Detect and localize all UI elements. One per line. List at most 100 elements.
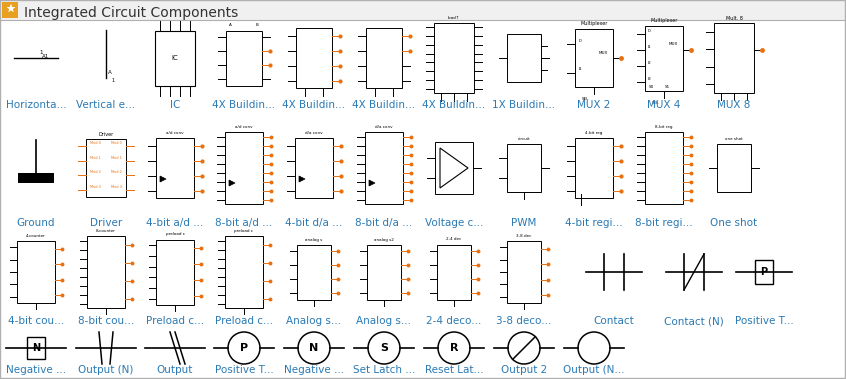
Text: 1: 1 (112, 77, 114, 83)
Text: Multiplexer: Multiplexer (651, 18, 678, 23)
Text: A1: A1 (42, 53, 50, 58)
Text: Mod 1: Mod 1 (90, 156, 101, 160)
Text: PWM: PWM (511, 218, 536, 228)
Text: Voltage c...: Voltage c... (425, 218, 483, 228)
Bar (156, 138, 194, 198)
Text: d/a conv: d/a conv (305, 131, 323, 135)
Bar (27, 337, 45, 359)
Text: Preload c...: Preload c... (146, 316, 204, 326)
Text: P: P (240, 343, 248, 353)
Text: 1X Buildin...: 1X Buildin... (492, 100, 556, 110)
Bar (645, 132, 683, 204)
Text: 1: 1 (39, 50, 43, 55)
Text: IC: IC (170, 100, 180, 110)
Bar (295, 138, 333, 198)
Text: I0: I0 (579, 39, 583, 42)
Text: Integrated Circuit Components: Integrated Circuit Components (24, 6, 239, 20)
Text: Positive T...: Positive T... (215, 365, 273, 375)
Bar (507, 34, 541, 82)
Text: Mult. 8: Mult. 8 (726, 16, 743, 20)
Text: IC: IC (172, 55, 179, 61)
Bar (435, 142, 473, 194)
Text: analog s2: analog s2 (374, 238, 394, 241)
Bar (17, 241, 55, 303)
Text: Mod 2: Mod 2 (111, 170, 122, 174)
Text: 2-4 dec: 2-4 dec (447, 238, 462, 241)
Text: analog s: analog s (305, 238, 322, 241)
Text: Negative ...: Negative ... (284, 365, 344, 375)
Text: Vertical e...: Vertical e... (76, 100, 135, 110)
Text: Positive T...: Positive T... (734, 316, 794, 326)
Bar (366, 28, 402, 88)
Text: Set Latch ...: Set Latch ... (353, 365, 415, 375)
Text: A: A (108, 70, 112, 75)
Text: I3: I3 (648, 77, 651, 81)
Bar (437, 244, 471, 299)
Text: P: P (761, 267, 767, 277)
Text: 4-bit d/a ...: 4-bit d/a ... (285, 218, 343, 228)
Text: Contact (N): Contact (N) (664, 316, 724, 326)
Text: Multiplexer: Multiplexer (580, 22, 607, 27)
Bar (367, 244, 401, 299)
Text: preload c: preload c (166, 232, 184, 236)
Text: circuit: circuit (518, 137, 530, 141)
Text: MUX: MUX (668, 42, 678, 46)
Bar (225, 132, 263, 204)
Text: N: N (310, 343, 319, 353)
Bar (714, 23, 754, 93)
Text: Mod 1: Mod 1 (111, 156, 122, 160)
Text: 8-bit regi...: 8-bit regi... (635, 218, 693, 228)
Text: Negative ...: Negative ... (6, 365, 66, 375)
Text: R: R (450, 343, 459, 353)
Text: 4X Buildin...: 4X Buildin... (422, 100, 486, 110)
Bar (755, 260, 773, 284)
Text: load↑: load↑ (448, 16, 460, 20)
Text: ★: ★ (5, 5, 15, 15)
Text: Preload c...: Preload c... (215, 316, 273, 326)
Text: I0: I0 (648, 29, 651, 33)
Bar (155, 30, 195, 86)
Text: 4-bit a/d ...: 4-bit a/d ... (146, 218, 204, 228)
Bar (507, 241, 541, 303)
Text: SEL: SEL (582, 97, 590, 101)
Text: 4X Buildin...: 4X Buildin... (283, 100, 345, 110)
Bar (434, 23, 474, 93)
Text: Reset Lat...: Reset Lat... (425, 365, 483, 375)
Text: N: N (32, 343, 40, 353)
Text: I1: I1 (579, 67, 583, 72)
Bar (296, 28, 332, 88)
Text: 8-bit a/d ...: 8-bit a/d ... (216, 218, 272, 228)
Text: MUX 8: MUX 8 (717, 100, 750, 110)
Bar (717, 144, 751, 192)
Text: a/d conv: a/d conv (166, 131, 184, 135)
Text: a/d conv: a/d conv (235, 125, 253, 129)
Polygon shape (369, 180, 375, 186)
Text: Output: Output (157, 365, 193, 375)
Text: One shot: One shot (711, 218, 757, 228)
Text: 3-8 deco...: 3-8 deco... (497, 316, 552, 326)
Text: ★: ★ (5, 5, 15, 15)
Text: Horizonta...: Horizonta... (6, 100, 66, 110)
Text: Analog s...: Analog s... (287, 316, 342, 326)
Bar (645, 25, 683, 91)
Bar (507, 144, 541, 192)
Text: Driver: Driver (98, 132, 113, 136)
Text: Output (N): Output (N) (79, 365, 134, 375)
Text: 4X Buildin...: 4X Buildin... (212, 100, 276, 110)
Text: S1: S1 (665, 86, 670, 89)
Text: 4-bit cou...: 4-bit cou... (8, 316, 64, 326)
Text: 8-bit cou...: 8-bit cou... (78, 316, 135, 326)
Polygon shape (229, 180, 235, 186)
Text: Analog s...: Analog s... (356, 316, 411, 326)
Text: Mod 0: Mod 0 (111, 141, 122, 145)
Text: S0: S0 (649, 86, 654, 89)
Bar (365, 132, 403, 204)
Bar (226, 30, 262, 86)
Text: MUX 4: MUX 4 (647, 100, 681, 110)
Text: Mod 2: Mod 2 (90, 170, 101, 174)
Bar (575, 138, 613, 198)
Text: Output 2: Output 2 (501, 365, 547, 375)
Text: Mod 0: Mod 0 (90, 141, 101, 145)
Bar (86, 139, 126, 197)
Text: MUX: MUX (599, 51, 608, 55)
